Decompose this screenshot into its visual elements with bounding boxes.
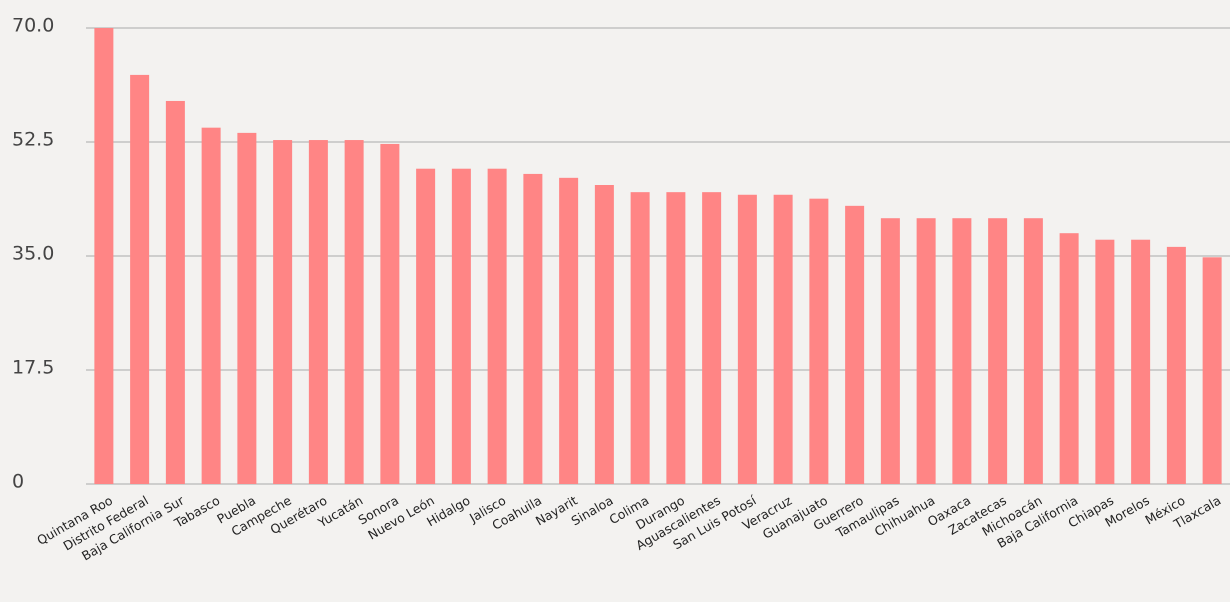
bar (202, 128, 221, 484)
chart: 017.535.052.570.0Quintana RooDistrito Fe… (0, 0, 1230, 602)
bar (917, 218, 936, 484)
bar (345, 140, 364, 484)
y-tick-label: 35.0 (12, 243, 54, 265)
x-tick-label: Sinaloa (568, 493, 615, 529)
bar (523, 174, 542, 484)
bar (952, 218, 971, 484)
y-tick-label: 70.0 (12, 15, 54, 37)
y-tick-label: 0 (12, 471, 24, 493)
bar (1167, 247, 1186, 484)
bar (237, 133, 256, 484)
bar (488, 169, 507, 484)
bar (416, 169, 435, 484)
bar (881, 218, 900, 484)
bar (809, 199, 828, 484)
bar (845, 206, 864, 484)
bar (130, 75, 149, 484)
bar (666, 192, 685, 484)
bar (273, 140, 292, 484)
bar (738, 195, 757, 484)
bar (988, 218, 1007, 484)
y-tick-label: 17.5 (12, 357, 54, 379)
bar (452, 169, 471, 484)
bar (702, 192, 721, 484)
bar (774, 195, 793, 484)
bar (1024, 218, 1043, 484)
bar (380, 144, 399, 484)
bar (631, 192, 650, 484)
bar (94, 28, 113, 484)
y-tick-label: 52.5 (12, 129, 54, 151)
bar (1203, 257, 1222, 484)
bar (1060, 233, 1079, 484)
bar (309, 140, 328, 484)
bar (166, 101, 185, 484)
bar (595, 185, 614, 484)
bar (1131, 240, 1150, 484)
bar (559, 178, 578, 484)
bar (1095, 240, 1114, 484)
